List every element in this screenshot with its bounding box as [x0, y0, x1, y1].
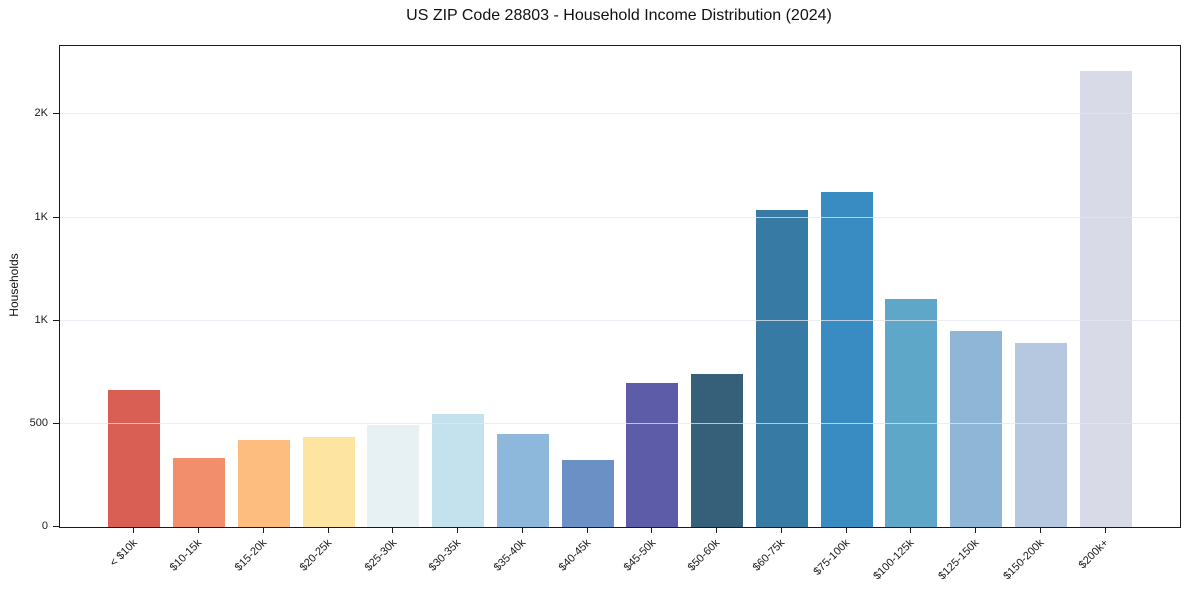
- y-tick-label: 0: [41, 520, 48, 532]
- gridline-500: [60, 422, 1180, 424]
- x-tick-label: $15-20k: [232, 537, 270, 574]
- x-tick-label: $40-45k: [556, 537, 594, 574]
- x-tick-mark: [198, 527, 200, 533]
- x-tick-label: $25-30k: [362, 537, 399, 574]
- bar-$10-15k: [173, 457, 226, 527]
- bar-$15-20k: [237, 440, 290, 527]
- bar-$125-150k: [950, 331, 1003, 527]
- x-axis: < $10k $10-15k $15-20k $20-25k $25-30k $30-35…: [59, 527, 1179, 589]
- y-axis: 0 500 1K 1K 2K: [0, 45, 59, 532]
- x-tick-label: $150-200k: [1001, 537, 1047, 583]
- x-tick-mark: [651, 527, 653, 533]
- x-tick-label: $100-125k: [871, 537, 917, 583]
- y-tick-mark: [53, 422, 59, 424]
- bar-$25-30k: [367, 424, 420, 527]
- bar-$30-35k: [432, 413, 485, 527]
- bar-$50-60k: [691, 373, 744, 527]
- x-tick-mark: [1039, 527, 1041, 533]
- bar-$200k+: [1079, 70, 1132, 527]
- x-tick-mark: [716, 527, 718, 533]
- x-tick-label: $75-100k: [811, 537, 853, 578]
- x-tick-mark: [586, 527, 588, 533]
- x-tick-label: $60-75k: [750, 537, 788, 574]
- x-tick-mark: [521, 527, 523, 533]
- y-tick-mark: [53, 216, 59, 218]
- x-tick-mark: [327, 527, 329, 533]
- x-tick-mark: [1104, 527, 1106, 533]
- bar-$60-75k: [755, 209, 808, 527]
- bar-$40-45k: [561, 459, 614, 527]
- plot-area: [59, 45, 1181, 528]
- x-tick-label: $30-35k: [427, 537, 464, 574]
- bar-< $10k: [108, 389, 161, 527]
- bar-$75-100k: [820, 192, 873, 527]
- y-tick-mark: [53, 113, 59, 115]
- bar-$35-40k: [496, 433, 549, 527]
- x-tick-mark: [262, 527, 264, 533]
- gridline-1500: [60, 216, 1180, 218]
- y-tick-mark: [53, 319, 59, 321]
- y-tick-mark: [53, 526, 59, 527]
- y-tick-label: 500: [29, 416, 48, 429]
- y-tick-label: 1K: [34, 210, 48, 223]
- x-tick-mark: [392, 527, 394, 533]
- x-tick-mark: [780, 527, 782, 533]
- y-tick-label: 1K: [34, 313, 48, 326]
- x-tick-label: $35-40k: [491, 537, 529, 574]
- x-tick-label: $45-50k: [621, 537, 658, 574]
- x-tick-mark: [845, 527, 847, 533]
- gridline-1000: [60, 319, 1180, 321]
- x-tick-label: $125-150k: [936, 537, 982, 583]
- x-tick-label: < $10k: [107, 537, 140, 570]
- bar-$20-25k: [302, 436, 355, 527]
- x-tick-label: $10-15k: [168, 537, 205, 574]
- bar-$150-200k: [1014, 343, 1067, 527]
- x-tick-mark: [910, 527, 912, 533]
- x-tick-mark: [975, 527, 977, 533]
- bar-$45-50k: [626, 383, 679, 527]
- bar-$100-125k: [885, 299, 938, 527]
- x-tick-label: $50-60k: [686, 537, 723, 574]
- x-tick-mark: [457, 527, 459, 533]
- chart-title: US ZIP Code 28803 - Household Income Dis…: [406, 7, 832, 24]
- gridline-2000: [60, 113, 1180, 115]
- y-tick-label: 2K: [34, 107, 48, 120]
- x-tick-mark: [133, 527, 135, 533]
- x-tick-label: $20-25k: [297, 537, 335, 574]
- x-tick-label: $200k+: [1076, 537, 1112, 572]
